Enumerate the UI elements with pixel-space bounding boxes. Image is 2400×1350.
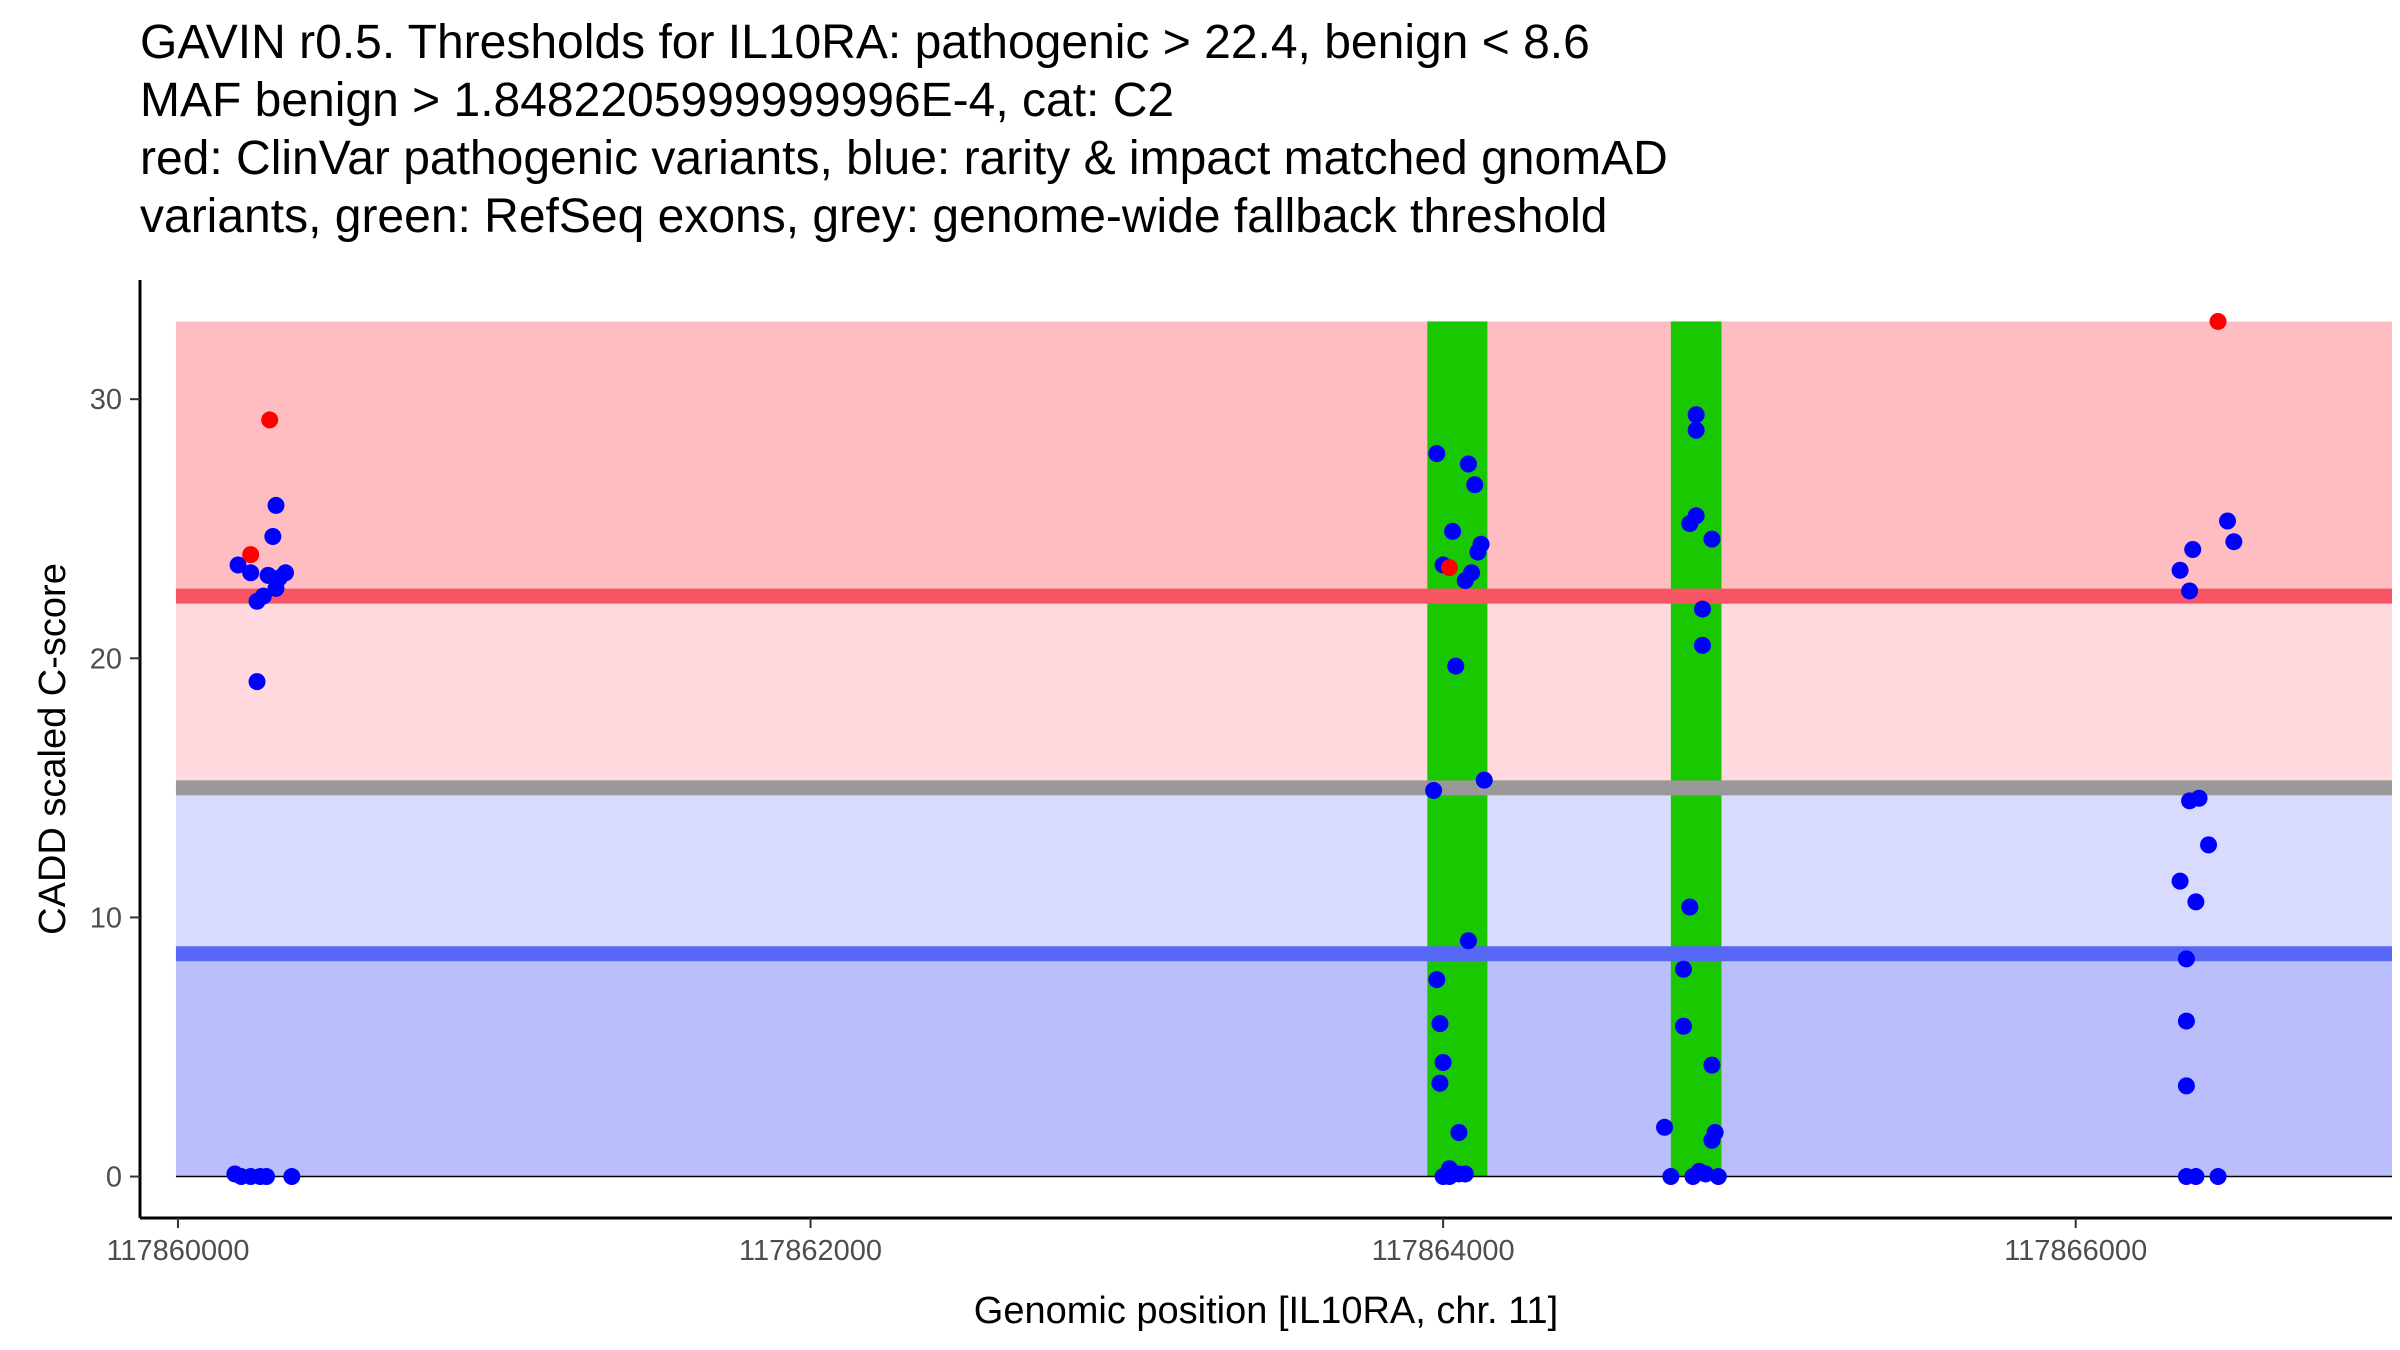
x-tick-label: 117864000: [1372, 1235, 1515, 1267]
gnomad-variant-point: [1681, 515, 1699, 533]
gnomad-variant-point: [2177, 1012, 2195, 1030]
pathogenic-variant-point: [2209, 312, 2227, 330]
exon-bar-1: [1427, 321, 1488, 1177]
gnomad-variant-point: [2184, 540, 2202, 558]
pathogenic-variant-point: [261, 411, 279, 429]
gnomad-variant-point: [2187, 893, 2205, 911]
gnomad-variant-point: [1440, 1168, 1458, 1186]
gnomad-variant-point: [1428, 445, 1446, 463]
gnomad-variant-point: [1469, 543, 1487, 561]
gnomad-variant-point: [1431, 1074, 1449, 1092]
gnomad-variant-point: [2209, 1168, 2227, 1186]
gnomad-variant-point: [1703, 1056, 1721, 1074]
pathogenic-variant-point: [1440, 559, 1458, 577]
gnomad-variant-point: [1662, 1168, 1680, 1186]
gnomad-variant-point: [2171, 872, 2189, 890]
chart-title: GAVIN r0.5. Thresholds for IL10RA: patho…: [140, 14, 1668, 246]
threshold-lines: [175, 588, 2392, 962]
gnomad-variant-point: [1675, 1017, 1693, 1035]
variant-points: [226, 312, 2243, 1186]
gnomad-variant-point: [254, 587, 272, 605]
gnomad-variant-point: [1475, 771, 1493, 789]
gnomad-variant-point: [1697, 1165, 1715, 1183]
pathogenic-zone-band: [175, 321, 2392, 597]
gnomad-variant-point: [1434, 1054, 1452, 1072]
threshold-bands: [175, 321, 2392, 1177]
axes: [138, 280, 2392, 1220]
gnomad-variant-point: [1428, 971, 1446, 989]
gnomad-variant-point: [1693, 600, 1711, 618]
gnomad-variant-point: [1444, 522, 1462, 540]
gnomad-variant-point: [2181, 582, 2199, 600]
gnomad-variant-point: [1447, 657, 1465, 675]
exon-bars: [1427, 321, 1722, 1177]
gnomad-variant-point: [267, 496, 285, 514]
gnomad-variant-point: [1456, 1165, 1474, 1183]
pathogenic-variant-point: [242, 546, 260, 564]
x-tick-label: 117866000: [2004, 1235, 2147, 1267]
gnomad-variant-point: [264, 528, 282, 546]
title-line-1: GAVIN r0.5. Thresholds for IL10RA: patho…: [140, 16, 1590, 69]
gnomad-variant-point: [1681, 898, 1699, 916]
gnomad-variant-point: [1456, 572, 1474, 590]
gnomad-variant-point: [258, 1168, 276, 1186]
y-axis-title: CADD scaled C-score: [32, 563, 74, 935]
gnomad-variant-point: [1459, 455, 1477, 473]
title-line-4: variants, green: RefSeq exons, grey: gen…: [140, 190, 1608, 243]
gnomad-variant-point: [2219, 512, 2237, 530]
gnomad-variant-point: [1703, 1131, 1721, 1149]
benign-zone-band: [175, 953, 2392, 1177]
x-axis-title: Genomic position [IL10RA, chr. 11]: [974, 1290, 1558, 1332]
gnomad-variant-point: [1425, 781, 1443, 799]
gnomad-variant-point: [1459, 932, 1477, 950]
gnomad-variant-point: [242, 564, 260, 582]
exon-bar-2: [1670, 321, 1722, 1177]
y-tick-label: 10: [90, 902, 122, 934]
gnomad-variant-point: [1687, 406, 1705, 424]
y-tick-label: 20: [90, 643, 122, 675]
gnomad-variant-point: [248, 673, 266, 691]
gnomad-variant-point: [2200, 836, 2218, 854]
gnomad-variant-point: [1675, 960, 1693, 978]
gnomad-variant-point: [1703, 530, 1721, 548]
gnomad-variant-point: [1656, 1118, 1674, 1136]
gnomad-variant-point: [2171, 561, 2189, 579]
x-tick-label: 117860000: [106, 1235, 249, 1267]
gnomad-variant-point: [1687, 421, 1705, 439]
gnomad-variant-point: [2225, 533, 2243, 551]
benign-to-grey-zone-band: [175, 787, 2392, 954]
gnomad-variant-point: [2177, 1077, 2195, 1095]
gnomad-variant-point: [283, 1168, 301, 1186]
gnomad-variant-point: [1709, 1168, 1727, 1186]
gnomad-variant-point: [229, 556, 247, 574]
gnomad-variant-point: [1431, 1015, 1449, 1033]
gnomad-variant-point: [276, 564, 294, 582]
gnomad-variant-point: [2177, 950, 2195, 968]
tick-labels: 117860000 117862000 117864000 117866000 0 10 2…: [90, 384, 2147, 1267]
y-tick-label: 30: [90, 384, 122, 416]
gnomad-variant-point: [1693, 636, 1711, 654]
gnomad-variant-point: [2190, 789, 2208, 807]
title-line-3: red: ClinVar pathogenic variants, blue: …: [140, 132, 1668, 185]
x-tick-label: 117862000: [739, 1235, 882, 1267]
grey-to-pathogenic-zone-band: [175, 596, 2392, 788]
y-tick-label: 0: [106, 1162, 122, 1194]
title-line-2: MAF benign > 1.8482205999999996E-4, cat:…: [140, 74, 1175, 127]
gnomad-variant-point: [2187, 1168, 2205, 1186]
gnomad-variant-point: [1466, 476, 1484, 494]
gnomad-variant-point: [1450, 1123, 1468, 1141]
